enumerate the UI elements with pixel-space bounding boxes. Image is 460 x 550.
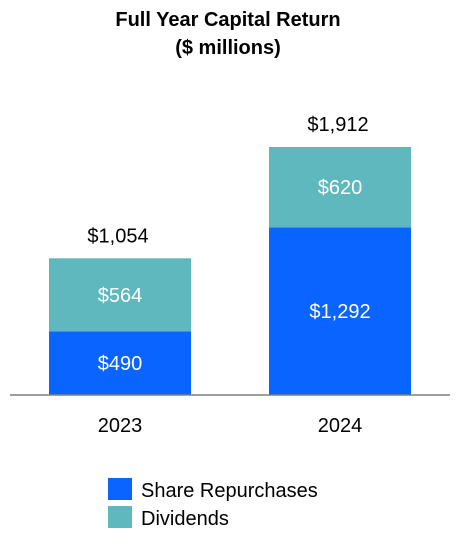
chart-title: Full Year Capital Return bbox=[115, 9, 340, 31]
legend-swatch-dividends bbox=[108, 506, 132, 528]
bar-2024-dividends bbox=[269, 147, 411, 228]
x-tick-label-2024: 2024 bbox=[318, 415, 363, 437]
total-label-2024: $1,912 bbox=[307, 114, 368, 136]
bars-group bbox=[49, 147, 411, 395]
chart-subtitle: ($ millions) bbox=[175, 37, 281, 59]
data-label-2024-dividends: $620 bbox=[318, 177, 363, 199]
total-label-2023: $1,054 bbox=[87, 225, 148, 247]
data-label-2023-share-repurchases: $490 bbox=[98, 353, 143, 375]
x-tick-labels-group: 2023 2024 bbox=[98, 415, 363, 437]
data-label-2023-dividends: $564 bbox=[98, 285, 143, 307]
total-labels-group: $1,054 $1,912 bbox=[87, 114, 368, 247]
legend-label-share-repurchases: Share Repurchases bbox=[141, 480, 318, 502]
data-label-2024-share-repurchases: $1,292 bbox=[309, 301, 370, 323]
legend: Share Repurchases Dividends bbox=[108, 478, 318, 530]
legend-label-dividends: Dividends bbox=[141, 508, 229, 530]
bar-2023-share-repurchases bbox=[49, 331, 191, 395]
legend-swatch-share-repurchases bbox=[108, 478, 132, 500]
bar-2024-share-repurchases bbox=[269, 227, 411, 395]
x-tick-label-2023: 2023 bbox=[98, 415, 143, 437]
bar-2023-dividends bbox=[49, 258, 191, 332]
segment-labels-group: $490 $564 $1,292 $620 bbox=[98, 177, 371, 375]
